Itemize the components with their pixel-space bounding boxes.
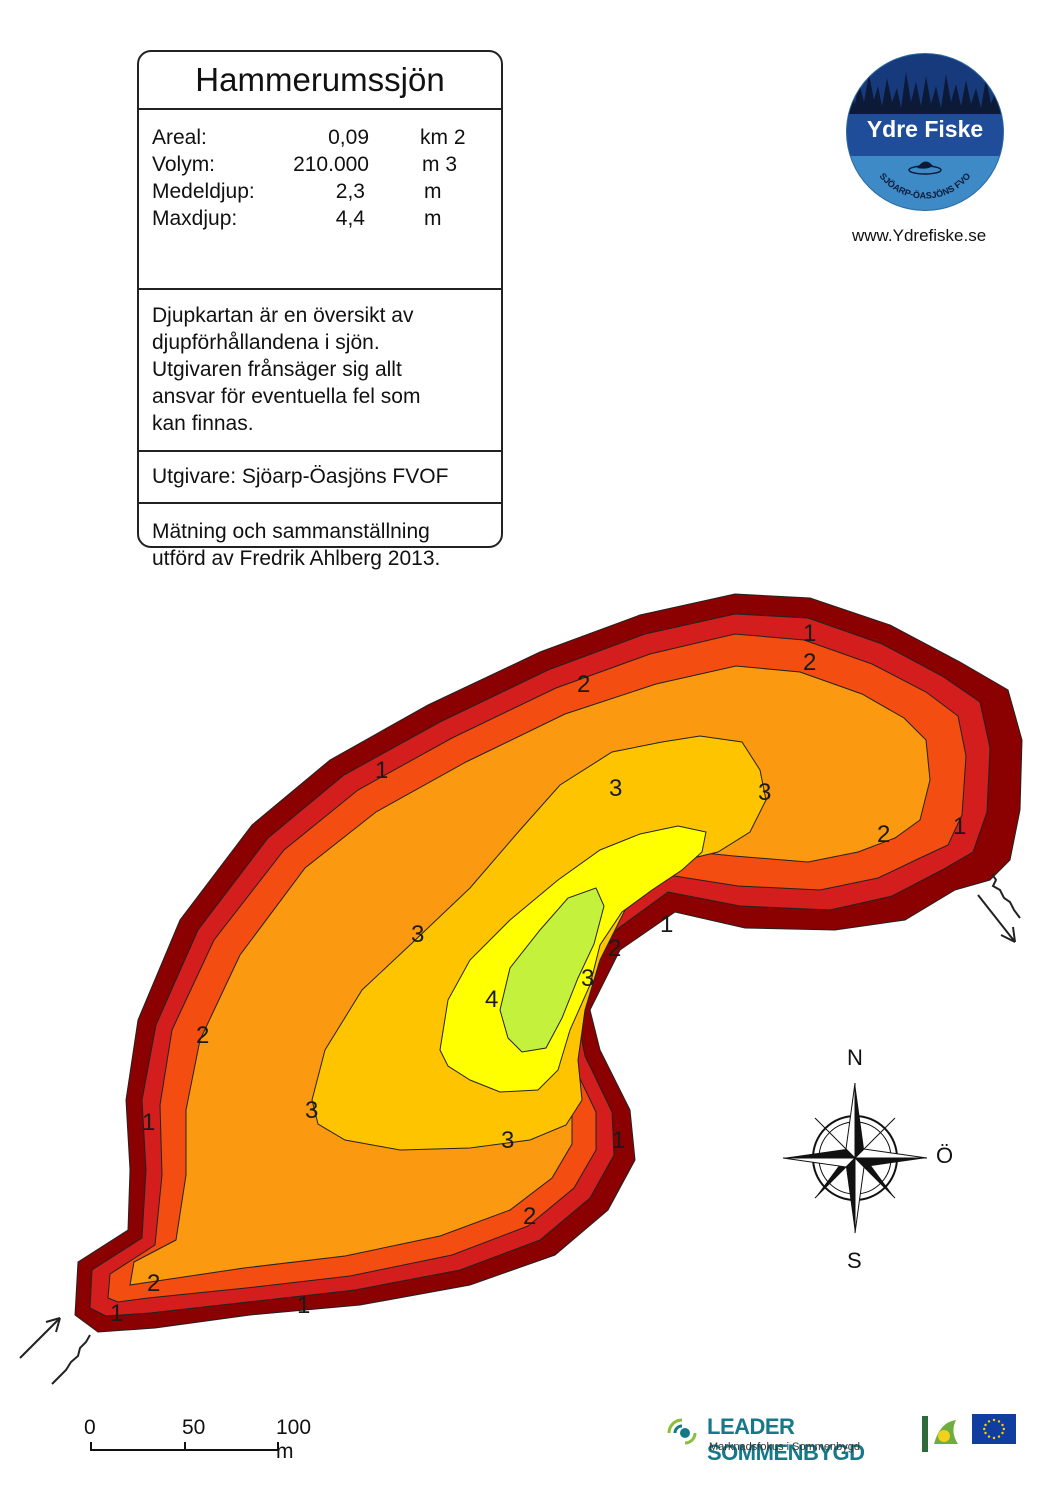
contour-label-3: 3	[581, 965, 594, 992]
contour-label-2: 2	[608, 935, 621, 962]
compass-east-label: Ö	[936, 1143, 953, 1168]
depth-band-6	[499, 887, 605, 1053]
contour-label-1: 1	[297, 1292, 310, 1319]
compass-north-label: N	[847, 1045, 863, 1070]
stat-value: 2,3	[335, 180, 365, 203]
scale-label-0: 0	[84, 1416, 96, 1439]
contour-label-2: 2	[877, 821, 890, 848]
contour-label-3: 3	[305, 1097, 318, 1124]
inflow-arrow-icon	[19, 1317, 91, 1385]
scale-label-50: 50	[182, 1416, 206, 1439]
depth-map: 1 2 2 1 3 3 2 1 1 3 2 3 4 2 3 1 3 1 2 2 …	[19, 593, 1023, 1385]
stat-unit: km 2	[420, 126, 466, 149]
stat-unit: m 3	[422, 153, 458, 176]
outflow-arrow-icon	[977, 873, 1021, 943]
scale-bar-line	[90, 1442, 279, 1451]
contour-label-1: 1	[612, 1127, 625, 1154]
contour-label-1: 1	[110, 1300, 123, 1327]
contour-label-2: 2	[196, 1022, 209, 1049]
lake-title: Hammerumssjön	[139, 52, 501, 110]
lake-stats: Areal: 0,09 km 2 Volym: 210.000 m 3 Mede…	[139, 110, 501, 290]
website-link[interactable]: www.Ydrefiske.se	[852, 226, 987, 245]
contour-label-1: 1	[953, 813, 966, 840]
contour-label-1: 1	[375, 757, 388, 784]
contour-label-2: 2	[523, 1203, 536, 1230]
contour-label-1: 1	[660, 911, 673, 938]
disclaimer-text: Djupkartan är en översikt av djupförhåll…	[139, 290, 501, 452]
leader-eu-emblem-icon	[920, 1414, 962, 1454]
lake-info-card: Hammerumssjön Areal: 0,09 km 2 Volym: 21…	[137, 50, 503, 570]
contour-label-1: 1	[803, 620, 816, 647]
leader-sommenbygd-logo[interactable]: LEADER SOMMENBYGD Marknadsfokus i Sommen…	[665, 1414, 900, 1465]
stat-label: Volym:	[152, 153, 216, 176]
survey-credit: Mätning och sammanställning utförd av Fr…	[152, 520, 441, 570]
ydre-fiske-logo[interactable]: Ydre Fiske SJÖARP-ÖASJÖNS FVO	[845, 52, 1005, 212]
stat-label: Maxdjup:	[152, 207, 238, 230]
contour-label-1: 1	[142, 1109, 155, 1136]
contour-label-2: 2	[577, 671, 590, 698]
contour-label-2: 2	[147, 1270, 160, 1297]
stat-value: 4,4	[335, 207, 365, 230]
stat-row-volume: Volym: 210.000 m 3	[152, 151, 501, 178]
contour-label-2: 2	[803, 649, 816, 676]
stat-label: Medeldjup:	[152, 180, 255, 203]
contour-label-3: 3	[411, 921, 424, 948]
contour-label-4: 4	[485, 986, 498, 1013]
stat-label: Areal:	[152, 126, 207, 149]
contour-label-3: 3	[609, 775, 622, 802]
logo-name: Ydre Fiske	[867, 116, 983, 142]
compass-cardinals	[782, 1082, 928, 1234]
compass-south-label: S	[847, 1248, 862, 1273]
scale-label-100: 100 m	[276, 1416, 312, 1463]
compass-rose: N S Ö V	[782, 1045, 953, 1273]
stat-unit: m	[424, 207, 442, 230]
stat-value: 210.000	[293, 153, 369, 176]
eu-flag-icon	[972, 1414, 1016, 1444]
stat-unit: m	[424, 180, 442, 203]
stat-row-area: Areal: 0,09 km 2	[152, 124, 501, 151]
leader-sub-text: Marknadsfokus i Sommenbygd	[709, 1441, 861, 1453]
leader-mark-icon	[667, 1418, 697, 1445]
stat-row-mean-depth: Medeldjup: 2,3 m	[152, 178, 501, 205]
contour-label-3: 3	[501, 1127, 514, 1154]
stat-value: 0,09	[328, 126, 369, 149]
stat-row-max-depth: Maxdjup: 4,4 m	[152, 205, 501, 232]
leader-main-text: LEADER SOMMENBYGD	[707, 1414, 865, 1465]
scale-bar: 0 50 100 m	[80, 1410, 311, 1463]
publisher-text: Utgivare: Sjöarp-Öasjöns FVOF	[139, 452, 501, 504]
contour-label-3: 3	[758, 779, 771, 806]
